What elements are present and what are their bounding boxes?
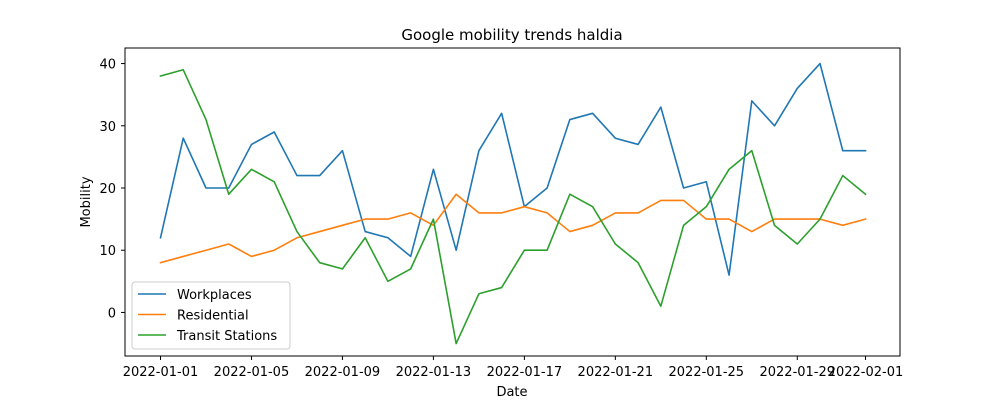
x-tick-label: 2022-02-01 xyxy=(828,365,904,380)
legend-label: Transit Stations xyxy=(176,329,277,344)
x-axis-label: Date xyxy=(496,385,527,400)
x-tick-label: 2022-01-17 xyxy=(487,365,563,380)
y-axis-label: Mobility xyxy=(79,176,94,227)
series-line-transit-stations xyxy=(159,68,867,345)
y-tick-label: 30 xyxy=(99,120,116,135)
y-tick-label: 20 xyxy=(99,182,116,197)
legend-label: Residential xyxy=(177,309,249,324)
x-tick-label: 2022-01-21 xyxy=(578,365,654,380)
x-tick-label: 2022-01-05 xyxy=(214,365,290,380)
x-axis: 2022-01-01 2022-01-05 2022-01-09 2022-01-13… xyxy=(123,356,904,380)
x-tick-label: 2022-01-13 xyxy=(396,365,472,380)
y-tick-label: 0 xyxy=(108,306,116,321)
legend-box xyxy=(131,281,291,350)
x-tick-label: 2022-01-29 xyxy=(759,365,835,380)
series-line-workplaces xyxy=(159,62,867,276)
y-tick-label: 40 xyxy=(99,58,116,73)
y-axis: 0 10 20 30 40 xyxy=(99,58,125,321)
x-tick-label: 2022-01-25 xyxy=(669,365,745,380)
legend: Workplaces Residential Transit Stations xyxy=(131,281,291,350)
legend-label: Workplaces xyxy=(177,288,252,303)
x-tick-label: 2022-01-09 xyxy=(305,365,381,380)
plot-area xyxy=(159,62,867,345)
chart-title: Google mobility trends haldia xyxy=(401,26,622,44)
y-tick-label: 10 xyxy=(99,244,116,259)
x-tick-label: 2022-01-01 xyxy=(123,365,199,380)
axes-frame xyxy=(124,47,901,357)
series-line-residential xyxy=(159,193,867,264)
